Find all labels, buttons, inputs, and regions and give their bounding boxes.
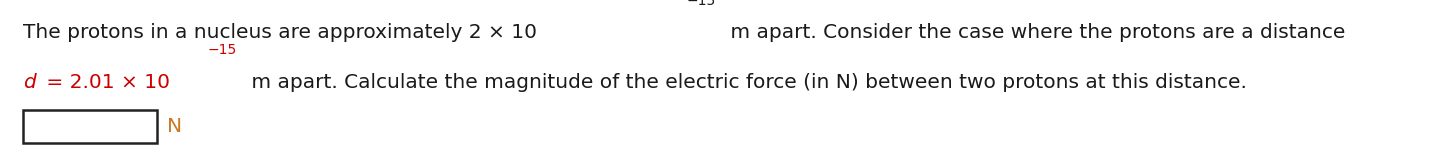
Text: The protons in a nucleus are approximately 2 × 10: The protons in a nucleus are approximate…	[23, 23, 538, 42]
Text: = 2.01 × 10: = 2.01 × 10	[39, 73, 170, 92]
Text: m apart. Consider the case where the protons are a distance: m apart. Consider the case where the pro…	[724, 23, 1345, 42]
Text: −15: −15	[208, 43, 237, 57]
Text: N: N	[167, 117, 182, 136]
Text: m apart. Calculate the magnitude of the electric force (in N) between two proton: m apart. Calculate the magnitude of the …	[246, 73, 1247, 92]
Text: d: d	[23, 73, 36, 92]
FancyBboxPatch shape	[23, 110, 157, 143]
Text: −15: −15	[686, 0, 716, 8]
